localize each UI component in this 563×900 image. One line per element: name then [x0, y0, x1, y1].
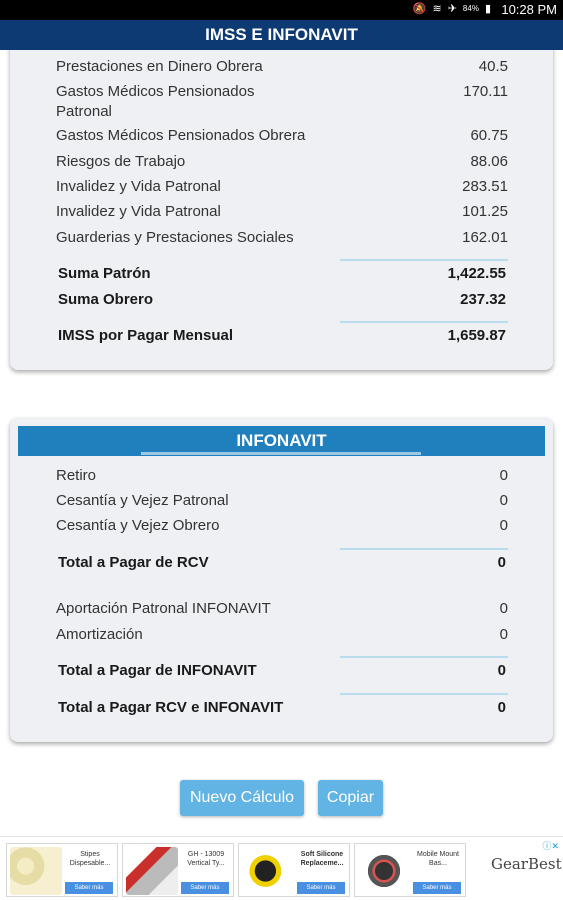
- ad-product-image: [10, 847, 62, 895]
- status-bar: 🔕 ≋ ✈ 84% ▮ 10:28 PM: [0, 0, 563, 20]
- row-value: 0: [499, 492, 508, 509]
- total-rcv-label: Total a Pagar de RCV: [58, 554, 209, 571]
- ad-item[interactable]: Soft Silicone Replaceme... Saber más: [238, 843, 350, 897]
- imss-mensual-label: IMSS por Pagar Mensual: [58, 327, 234, 344]
- divider: [340, 259, 508, 261]
- row-value: 0: [499, 626, 508, 643]
- row-label: Invalidez y Vida Patronal: [56, 203, 221, 220]
- row-value: 170.11: [463, 83, 508, 100]
- row-value: 0: [499, 467, 508, 484]
- suma-patron-value: 1,422.55: [447, 265, 506, 282]
- row-value: 162.01: [462, 229, 508, 246]
- row-label: Guarderias y Prestaciones Sociales: [56, 229, 294, 246]
- suma-obrero-value: 237.32: [460, 291, 506, 308]
- row-value: 283.51: [462, 178, 508, 195]
- airplane-icon: ✈: [447, 3, 457, 15]
- row-label: Gastos Médicos Pensionados Patronal: [56, 83, 255, 120]
- divider: [340, 693, 508, 695]
- total-infonavit-label: Total a Pagar de INFONAVIT: [58, 662, 257, 679]
- row-value: 0: [499, 600, 508, 617]
- ad-choices-icon[interactable]: ⓘ✕: [542, 841, 559, 851]
- row-label: Riesgos de Trabajo: [56, 153, 186, 170]
- ad-item[interactable]: Mobile Mount Bas... Saber más: [354, 843, 466, 897]
- ad-text: GH - 13009 Vertical Ty...: [187, 851, 225, 867]
- ad-text: Mobile Mount Bas...: [416, 851, 460, 867]
- row-value: 0: [499, 517, 508, 534]
- total-rcv-infonavit-value: 0: [497, 699, 506, 716]
- row-label: Cesantía y Vejez Patronal: [56, 492, 229, 509]
- copiar-button[interactable]: Copiar: [318, 780, 383, 816]
- ad-item[interactable]: Stipes Dispesable... Saber más: [6, 843, 118, 897]
- row-value: 101.25: [462, 203, 508, 220]
- ad-text: Soft Silicone Replaceme...: [300, 851, 344, 867]
- battery-icon: ▮: [484, 3, 491, 15]
- total-infonavit-value: 0: [497, 662, 506, 679]
- total-rcv-infonavit-label: Total a Pagar RCV e INFONAVIT: [58, 699, 284, 716]
- imss-mensual-value: 1,659.87: [447, 327, 506, 344]
- ad-cta-button[interactable]: Saber más: [413, 882, 461, 894]
- ad-cta-button[interactable]: Saber más: [65, 882, 113, 894]
- divider: [340, 656, 508, 658]
- row-label: Aportación Patronal INFONAVIT: [56, 600, 271, 617]
- battery-level: 84%: [462, 4, 479, 13]
- row-value: 88.06: [470, 153, 508, 170]
- status-icons: 🔕 ≋ ✈ 84% ▮: [413, 3, 491, 15]
- divider: [340, 321, 508, 323]
- ad-product-image: [242, 847, 294, 895]
- row-label: Invalidez y Vida Patronal: [56, 178, 221, 195]
- ad-product-image: [126, 847, 178, 895]
- ad-product-image: [358, 847, 410, 895]
- row-label: Amortización: [56, 626, 143, 643]
- mute-icon: 🔕: [412, 3, 427, 15]
- row-label: Gastos Médicos Pensionados Obrera: [56, 127, 306, 144]
- infonavit-card: INFONAVIT Retiro 0 Cesantía y Vejez Patr…: [10, 418, 553, 742]
- clock: 10:28 PM: [501, 2, 557, 17]
- ad-item[interactable]: GH - 13009 Vertical Ty... Saber más: [122, 843, 234, 897]
- imss-card: Prestaciones en Dinero Obrera 40.5 Gasto…: [10, 40, 553, 370]
- row-label: Prestaciones en Dinero Obrera: [56, 58, 263, 75]
- infonavit-section-title: INFONAVIT: [18, 426, 545, 456]
- ad-brand-logo[interactable]: GearBest: [491, 855, 562, 873]
- wifi-icon: ≋: [432, 3, 442, 15]
- suma-obrero-label: Suma Obrero: [58, 291, 154, 308]
- total-rcv-value: 0: [497, 554, 506, 571]
- ad-banner[interactable]: Stipes Dispesable... Saber más GH - 1300…: [0, 836, 563, 900]
- ad-cta-button[interactable]: Saber más: [297, 882, 345, 894]
- ad-text: Stipes Dispesable...: [69, 851, 111, 867]
- row-label: Retiro: [56, 467, 97, 484]
- ad-cta-button[interactable]: Saber más: [181, 882, 229, 894]
- suma-patron-label: Suma Patrón: [58, 265, 151, 282]
- nuevo-calculo-button[interactable]: Nuevo Cálculo: [180, 780, 304, 816]
- divider: [340, 548, 508, 550]
- row-value: 60.75: [470, 127, 508, 144]
- row-value: 40.5: [478, 58, 508, 75]
- page-title: IMSS E INFONAVIT: [0, 20, 563, 50]
- section-underline: [141, 452, 421, 455]
- row-label: Cesantía y Vejez Obrero: [56, 517, 220, 534]
